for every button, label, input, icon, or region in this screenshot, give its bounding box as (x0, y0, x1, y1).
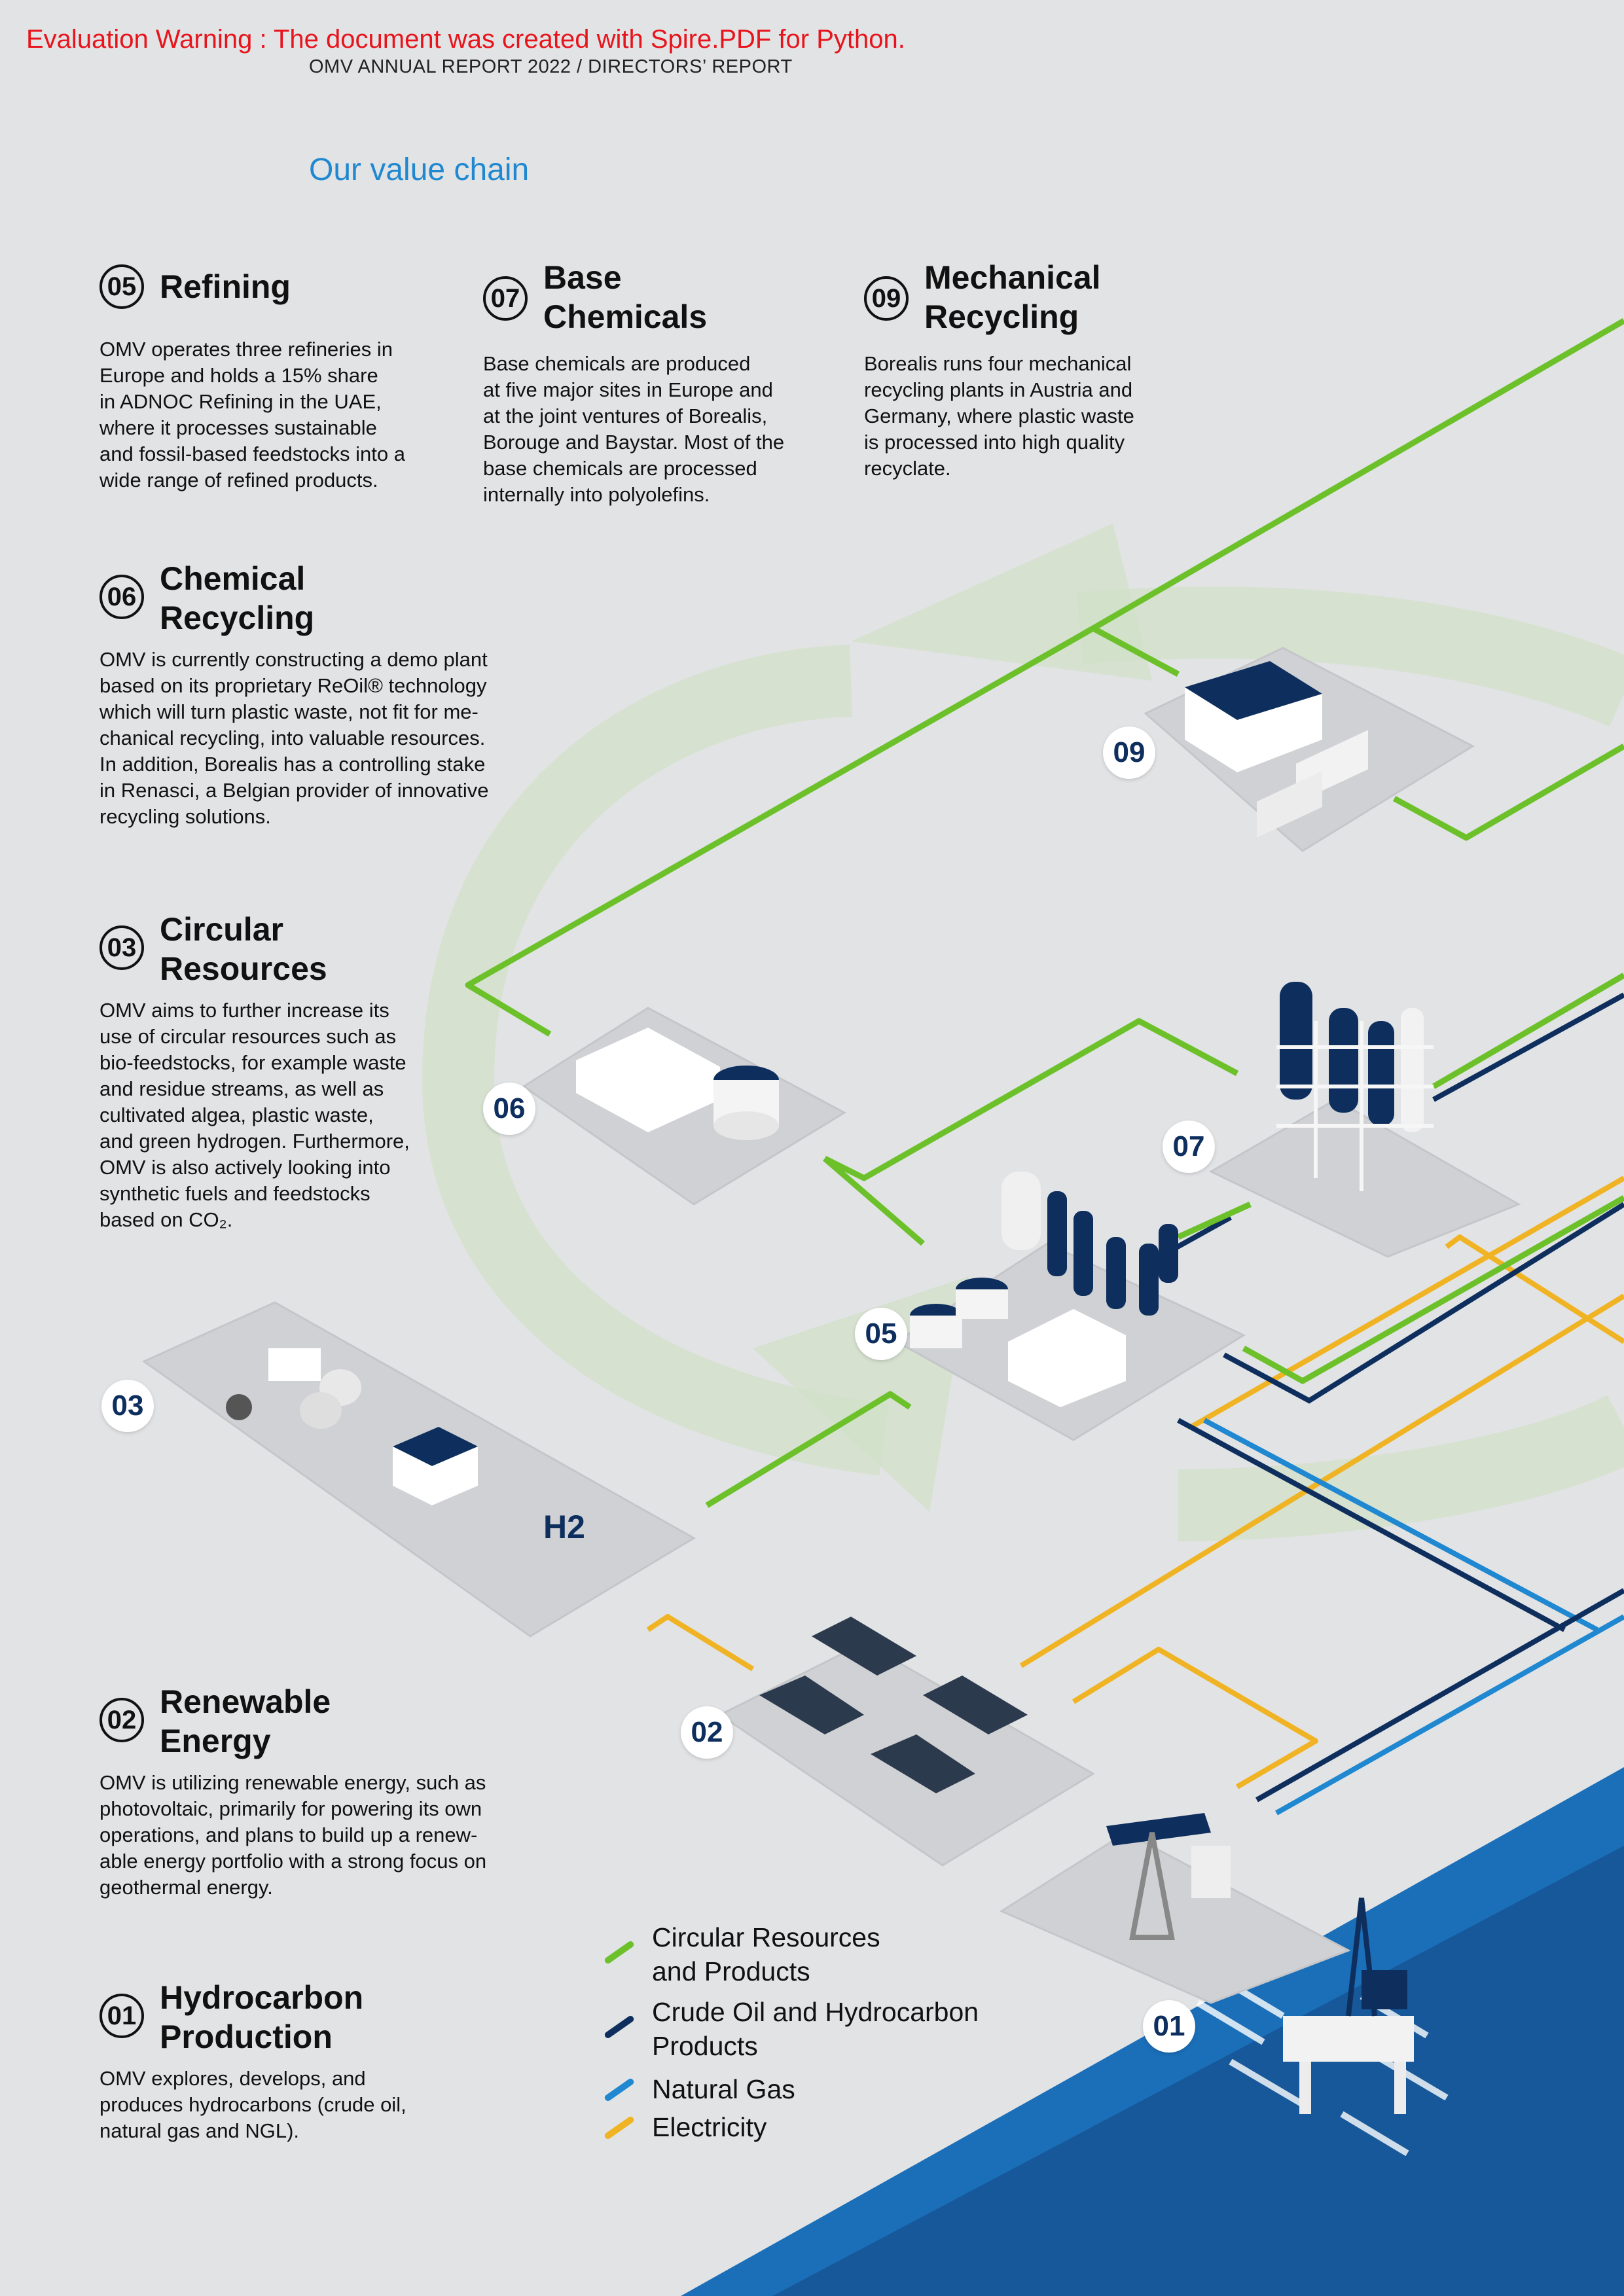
page-title: Our value chain (309, 152, 530, 187)
hydrogen-label: H2 (543, 1509, 585, 1545)
section-body: OMV operates three refineries in Europe … (99, 338, 405, 492)
natural-gas-lines (1203, 1418, 1624, 1816)
section-body: OMV explores, develops, and produces hyd… (99, 2067, 406, 2142)
section-title: Refining (160, 268, 291, 305)
circular-flow-arrow (422, 586, 1624, 1541)
legend-label-circular: Circular Resources and Products (652, 1922, 880, 1986)
legend-label-electricity: Electricity (652, 2112, 767, 2142)
badge-07: 07 (1163, 1121, 1215, 1173)
legend-label-crude: Crude Oil and Hydrocarbon Products (652, 1997, 979, 2061)
badge-09: 09 (1103, 726, 1155, 779)
facility-02-solar-panels (759, 1617, 1028, 1793)
section-number-circle: 05 (99, 264, 144, 309)
facility-07-building (1276, 982, 1434, 1191)
section-number-circle: 07 (483, 276, 528, 321)
section-body: Borealis runs four mechanical recycling … (864, 352, 1134, 480)
section-title: Renewable Energy (160, 1683, 331, 1759)
facility-06-building (576, 1028, 779, 1140)
facility-09-building (1185, 661, 1368, 838)
sea-dark-edge (772, 1846, 1624, 2296)
section-number-circle: 02 (99, 1698, 144, 1742)
facility-05-refinery (910, 1172, 1178, 1407)
platform-09 (1144, 647, 1475, 852)
platform-01 (999, 1831, 1351, 2004)
evaluation-warning: Evaluation Warning : The document was cr… (26, 25, 905, 54)
badge-06: 06 (483, 1083, 535, 1135)
badge-05: 05 (855, 1308, 907, 1360)
section-number-circle: 03 (99, 925, 144, 970)
badge-01: 01 (1143, 2000, 1195, 2053)
section-body: OMV is utilizing renewable energy, such … (99, 1771, 487, 1899)
circular-resources-lines (465, 318, 1624, 1508)
badge-02: 02 (681, 1706, 733, 1759)
crude-oil-lines (1170, 992, 1624, 1803)
legend-label-gas: Natural Gas (652, 2074, 795, 2104)
section-number-circle: 09 (864, 276, 909, 321)
section-number-circle: 01 (99, 1994, 144, 2038)
section-title: Base Chemicals (543, 259, 708, 335)
facility-01-oil-pump (1106, 1813, 1231, 1940)
circular-arrow-head-top (851, 524, 1152, 681)
section-body: Base chemicals are produced at five majo… (483, 352, 785, 506)
section-number-circle: 06 (99, 575, 144, 619)
section-title: Hydrocarbon Production (160, 1979, 364, 2055)
section-title: Chemical Recycling (160, 560, 315, 636)
facility-01-offshore-platform (1283, 1897, 1414, 2114)
facility-03-resources: H2 (226, 1348, 585, 1545)
section-body: OMV is currently constructing a demo pla… (99, 648, 489, 828)
section-body: OMV aims to further increase its use of … (99, 999, 410, 1231)
section-title: Mechanical Recycling (924, 259, 1101, 335)
report-header: OMV ANNUAL REPORT 2022 / DIRECTORS’ REPO… (309, 56, 793, 77)
badge-03: 03 (101, 1380, 154, 1432)
section-title: Circular Resources (160, 911, 327, 987)
platform-07 (1208, 1098, 1521, 1258)
